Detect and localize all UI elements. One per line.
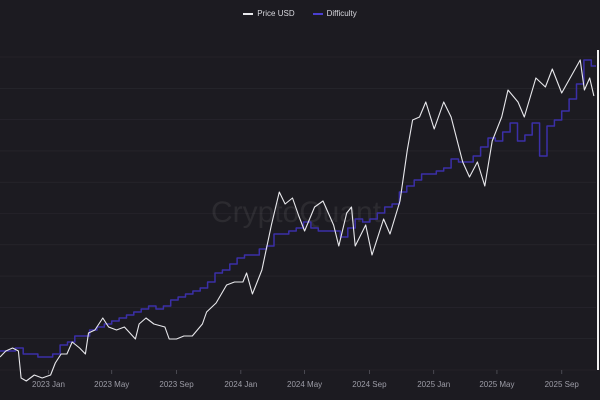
legend-swatch-price (243, 12, 254, 15)
x-tick-label: 2023 Jan (32, 380, 65, 389)
x-axis: 2023 Jan 2023 May 2023 Sep 2024 Jan 2024 May… (32, 370, 579, 389)
legend-item-difficulty[interactable]: Difficulty (312, 9, 357, 18)
x-tick-label: 2023 May (94, 380, 129, 389)
watermark: CryptoQuant (211, 196, 382, 229)
legend: Price USD Difficulty (0, 9, 600, 18)
price-line (0, 59, 595, 382)
x-tick-label: 2025 Sep (545, 380, 580, 389)
x-tick-label: 2024 May (287, 380, 322, 389)
x-tick-label: 2023 Sep (159, 380, 194, 389)
scrollbar-handle[interactable] (597, 50, 599, 370)
legend-label-difficulty: Difficulty (326, 9, 357, 18)
x-tick-label: 2024 Sep (352, 380, 387, 389)
difficulty-line (0, 59, 596, 358)
legend-swatch-difficulty (312, 12, 323, 15)
series-layer (0, 59, 596, 382)
x-tick-label: 2025 Jan (417, 380, 450, 389)
x-tick-label: 2024 Jan (224, 380, 257, 389)
legend-label-price: Price USD (257, 9, 295, 18)
grid (0, 56, 596, 371)
x-tick-label: 2025 May (479, 380, 514, 389)
legend-item-price[interactable]: Price USD (243, 9, 295, 18)
